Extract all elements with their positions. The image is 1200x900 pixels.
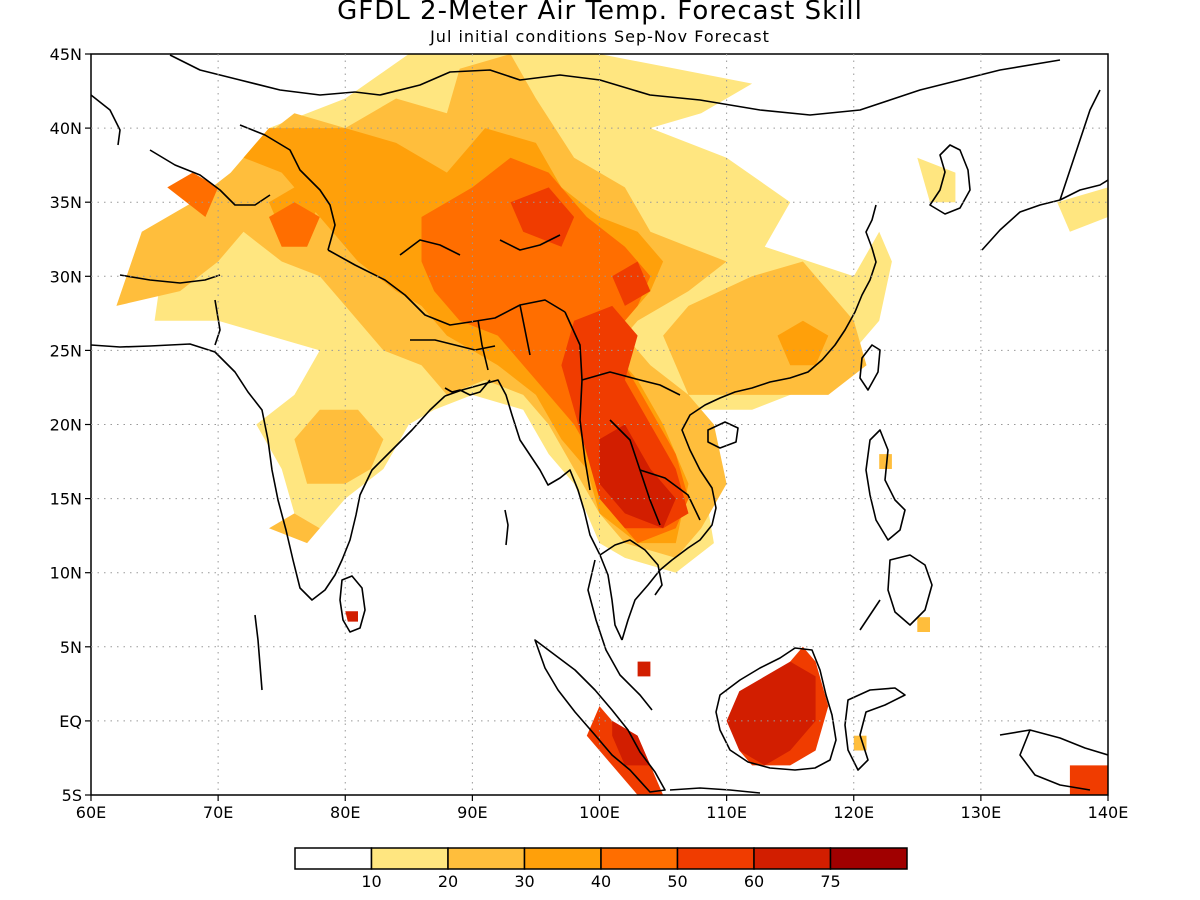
- skill-region-23: [345, 611, 358, 622]
- colorbar-label: 75: [820, 872, 840, 891]
- skill-region-14: [510, 187, 575, 247]
- colorbar-label: 60: [744, 872, 764, 891]
- skill-region-26: [917, 617, 930, 632]
- lat-tick-label: 45N: [50, 45, 82, 64]
- lat-tick-label: 25N: [50, 341, 82, 360]
- lon-tick-label: 90E: [457, 803, 487, 822]
- lon-tick-label: 140E: [1088, 803, 1129, 822]
- skill-region-15: [561, 305, 689, 529]
- colorbar-swatch: [676, 847, 755, 870]
- latitude-axis: 45N 40N 35N 30N 25N 20N 15N 10N 5N EQ 5S: [50, 45, 91, 805]
- lat-tick-label: 30N: [50, 267, 82, 286]
- colorbar-swatch: [600, 847, 679, 870]
- lat-tick-label: 5N: [60, 638, 82, 657]
- lon-tick-label: 110E: [706, 803, 747, 822]
- skill-region-12: [269, 202, 320, 247]
- lat-tick-label: 5S: [62, 786, 82, 805]
- skill-region-27: [879, 454, 892, 469]
- coastlines: [91, 54, 1108, 794]
- colorbar-label: 20: [438, 872, 458, 891]
- skill-region-17: [599, 424, 676, 529]
- skill-region-13: [167, 172, 219, 217]
- lon-tick-label: 60E: [76, 803, 106, 822]
- skill-region-7: [269, 513, 320, 544]
- skill-region-22: [637, 661, 651, 677]
- lon-tick-label: 100E: [579, 803, 620, 822]
- lon-tick-label: 80E: [330, 803, 360, 822]
- skill-field: [116, 54, 1108, 795]
- skill-region-3: [1057, 187, 1108, 232]
- skill-region-6: [294, 409, 384, 484]
- colorbar-swatch: [753, 847, 832, 870]
- colorbar-swatch: [829, 847, 908, 870]
- lon-tick-label: 130E: [961, 803, 1002, 822]
- lon-tick-label: 120E: [833, 803, 874, 822]
- colorbar-label: 50: [667, 872, 687, 891]
- colorbar-label: 30: [514, 872, 534, 891]
- skill-region-9: [777, 320, 829, 366]
- colorbar-swatch: [447, 847, 526, 870]
- skill-region-16: [612, 261, 651, 306]
- lat-tick-label: 35N: [50, 193, 82, 212]
- map-title: GFDL 2-Meter Air Temp. Forecast Skill: [337, 0, 863, 26]
- colorbar-label: 10: [361, 872, 381, 891]
- colorbar-swatch: [523, 847, 602, 870]
- colorbar-swatch: [370, 847, 449, 870]
- lat-tick-label: 20N: [50, 416, 82, 435]
- lat-tick-label: 10N: [50, 564, 82, 583]
- lat-tick-label: EQ: [59, 712, 82, 731]
- lat-tick-label: 40N: [50, 119, 82, 138]
- lat-tick-label: 15N: [50, 490, 82, 509]
- skill-region-19: [726, 661, 816, 766]
- colorbar-swatch: [294, 847, 373, 870]
- lon-tick-label: 70E: [203, 803, 233, 822]
- skill-region-2: [917, 157, 956, 203]
- gridlines: [91, 54, 1108, 795]
- colorbar-label: 40: [591, 872, 611, 891]
- map-subtitle: Jul initial conditions Sep-Nov Forecast: [430, 27, 770, 46]
- longitude-axis: 60E 70E 80E 90E 100E 110E 120E 130E 140E: [76, 795, 1129, 822]
- colorbar: 10 20 30 40 50 60 75: [294, 847, 908, 891]
